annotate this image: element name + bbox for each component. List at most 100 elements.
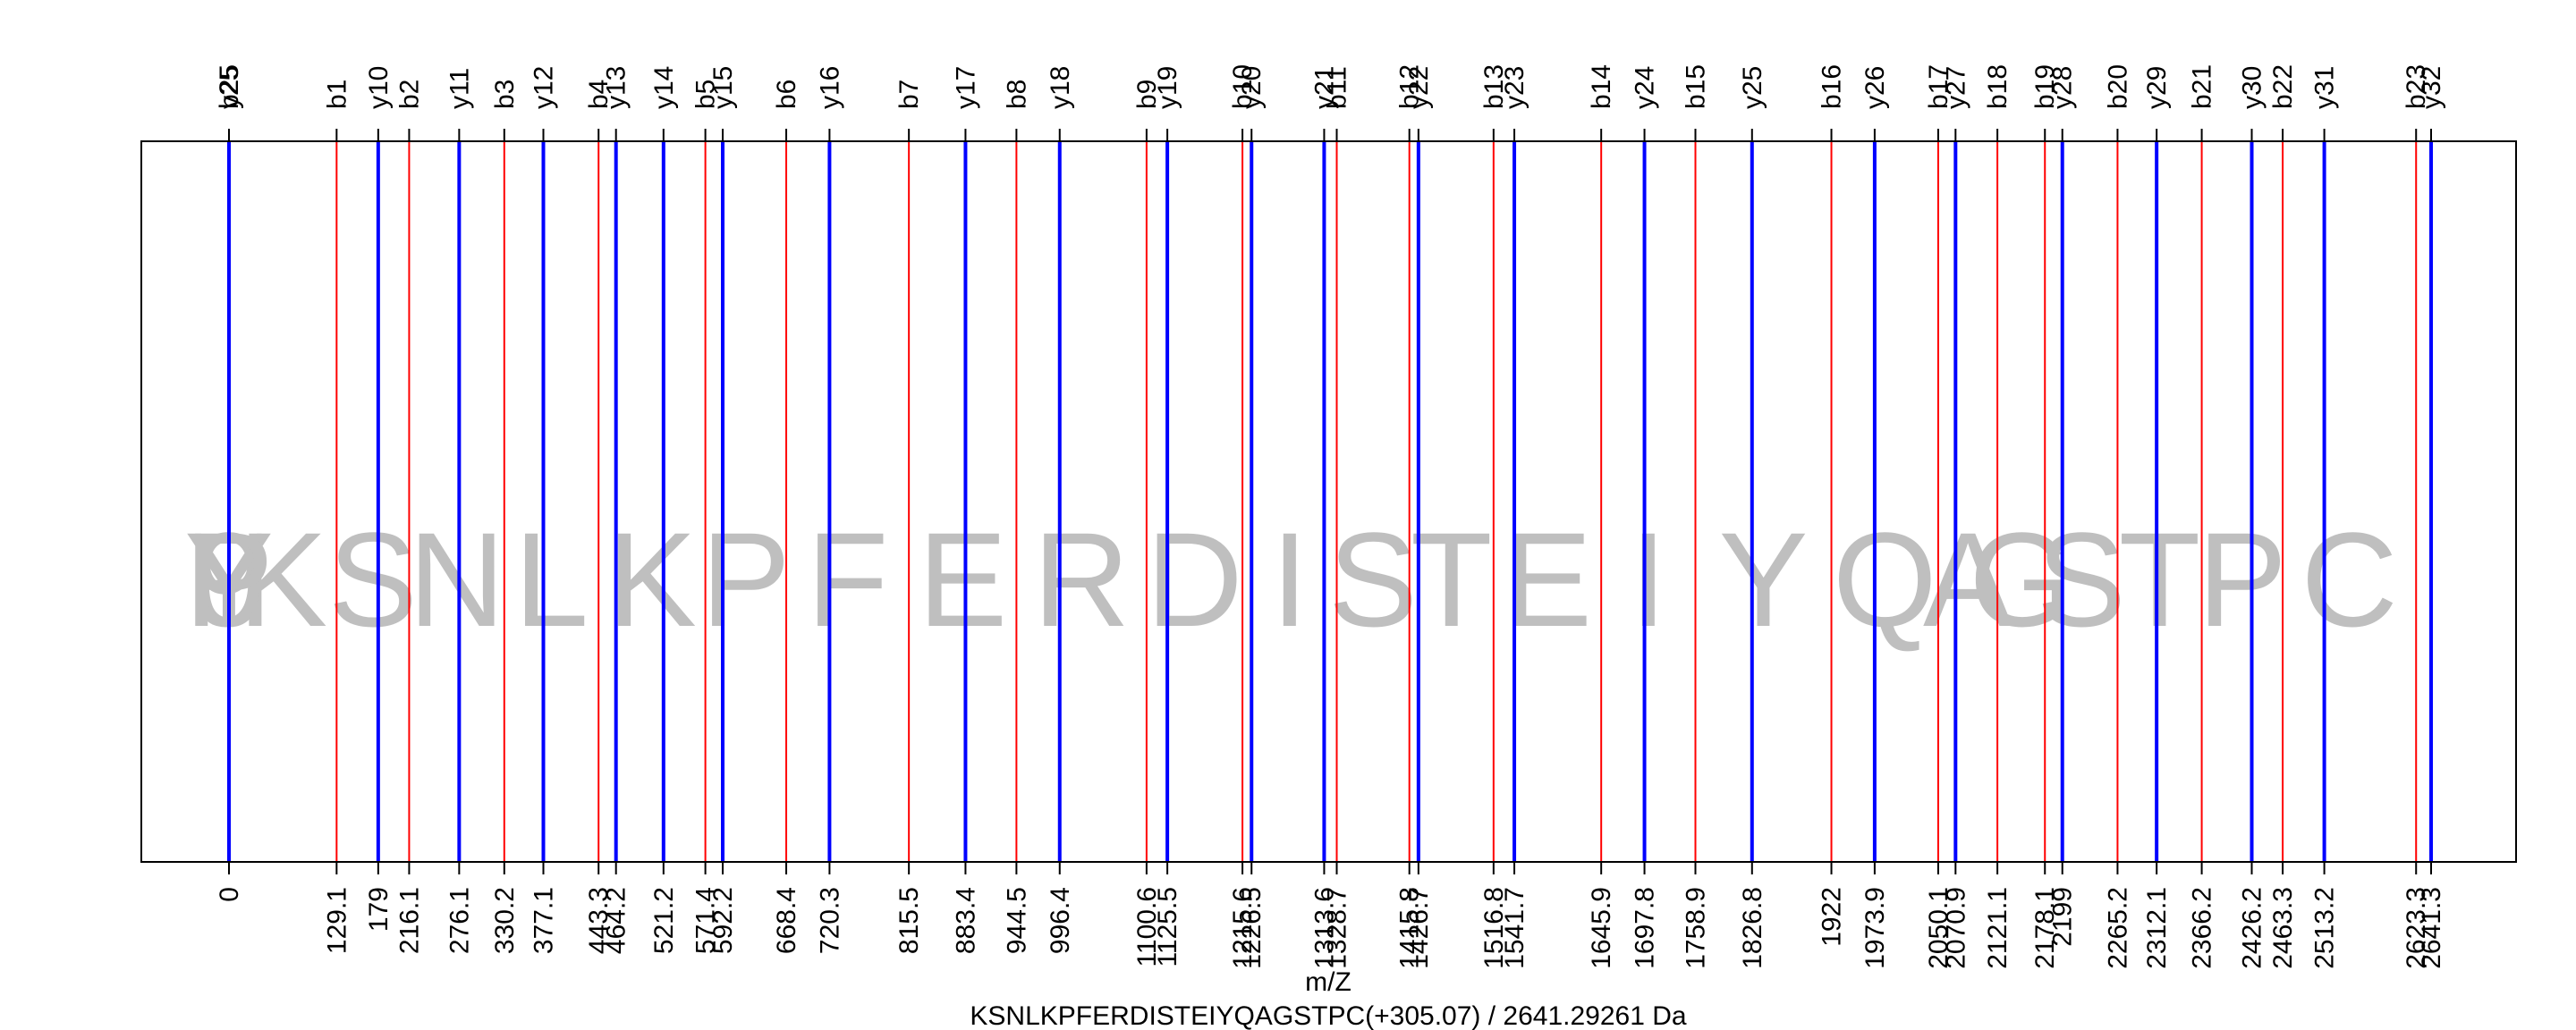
ion-label: b13 [1479, 64, 1509, 109]
mz-label: 2121.1 [1983, 887, 2012, 969]
residue-letter: T [1411, 504, 1493, 654]
mz-label: 2070.9 [1941, 887, 1970, 969]
residue-letter: Y [1719, 504, 1809, 654]
mz-label: 1125.5 [1153, 887, 1182, 967]
ion-labels: b1 129.1 b2 216.1 b3 330.2 b4 443.3 b5 571.4 b6 668… [215, 64, 2446, 969]
mz-label: 720.3 [815, 887, 844, 954]
mz-label: 1541.7 [1500, 887, 1530, 969]
residue-letter: N [408, 504, 504, 654]
ion-label: y32 [2417, 66, 2446, 109]
ion-label: y13 [602, 66, 631, 109]
residue-letter: K [238, 504, 327, 654]
ion-label: b5 [691, 80, 721, 109]
ion-label: y23 [1500, 66, 1530, 109]
residue-letter: S [1328, 504, 1418, 654]
ion-label: y31 [2310, 66, 2340, 109]
ion-label: y26 [1860, 66, 1890, 109]
ion-label: b21 [2188, 64, 2217, 109]
ion-label: b2 [394, 80, 424, 109]
ion-label: y21 [1309, 66, 1339, 109]
ion-label: b16 [1818, 64, 1847, 109]
ion-label: b9 [1132, 80, 1162, 109]
mz-label: 377.1 [530, 887, 559, 954]
x-axis-label: m/Z [1305, 967, 1352, 997]
mz-label: 815.5 [894, 887, 924, 954]
mz-label: 1415.8 [1395, 887, 1425, 969]
ion-label: b15 [1682, 64, 1711, 109]
residue-letter: F [807, 504, 889, 654]
mz-label: 2623.3 [2402, 887, 2431, 969]
mz-label: 571.4 [691, 887, 721, 954]
mz-label: 330.2 [490, 887, 520, 954]
mz-label: 179 [364, 887, 394, 932]
ion-peaks [227, 141, 2433, 862]
ion-label: y12 [530, 66, 559, 109]
mz-label: 2312.1 [2142, 887, 2172, 969]
residue-letter: G [1969, 504, 2073, 654]
residue-letter: K [607, 504, 697, 654]
ion-label: y25 [215, 66, 244, 109]
ion-label: y15 [708, 66, 738, 109]
mz-label: 668.4 [772, 887, 801, 954]
ion-label: y11 [445, 68, 474, 109]
ion-label: b3 [490, 80, 520, 109]
ion-label: b19 [2030, 64, 2060, 109]
ion-label: y10 [364, 66, 394, 109]
chart-title: KSNLKPFERDISTEIYQAGSTPC(+305.07) / 2641.… [970, 1001, 1687, 1030]
residue-letter: S [2037, 504, 2126, 654]
ion-label: b8 [1002, 80, 1031, 109]
mz-label: 1922 [1818, 887, 1847, 947]
residue-letter: C [2301, 504, 2397, 654]
mz-label: 2178.1 [2030, 887, 2060, 969]
mz-label: 521.2 [649, 887, 679, 954]
ion-label: b18 [1983, 64, 2012, 109]
mz-label: 1313.6 [1309, 887, 1339, 969]
ion-label: b17 [1924, 64, 1953, 109]
ion-label: y30 [2238, 66, 2267, 109]
ion-label: b11 [1323, 66, 1352, 109]
ion-label: y18 [1046, 66, 1075, 109]
mz-label: 2050.1 [1924, 887, 1953, 969]
ion-label: y28 [2048, 66, 2078, 109]
ion-label: y29 [2142, 66, 2172, 109]
ion-label: y14 [649, 66, 679, 109]
mz-label: 276.1 [445, 887, 474, 954]
residue-letter: I [1630, 504, 1667, 654]
mz-label: 2366.2 [2188, 887, 2217, 969]
residue-letter: I [1271, 504, 1309, 654]
mz-label: 1100.6 [1132, 887, 1162, 967]
plot-frame [140, 140, 2517, 863]
ion-label: b22 [2268, 64, 2298, 109]
ion-label: b6 [772, 80, 801, 109]
ion-label: y25 [1738, 66, 1767, 109]
mz-label: 216.1 [394, 887, 424, 954]
mz-label: 1826.8 [1738, 887, 1767, 969]
ion-label: b4 [584, 80, 614, 109]
ion-label: y20 [1237, 66, 1267, 109]
mz-label: 1516.8 [1479, 887, 1509, 969]
mz-label: 1215.6 [1228, 887, 1258, 969]
residue-letter: Q [1833, 504, 1937, 654]
mz-label: 0 [215, 887, 244, 902]
ion-label: y16 [815, 66, 844, 109]
mz-label: 443.3 [584, 887, 614, 954]
mz-label: 129.1 [322, 887, 352, 954]
ion-label: y17 [951, 66, 980, 109]
ion-label: b7 [894, 80, 924, 109]
mz-label: 2426.2 [2238, 887, 2267, 969]
ion-label: y19 [1153, 66, 1182, 109]
ion-label: y22 [1404, 66, 1434, 109]
residue-letter: S [328, 504, 418, 654]
mz-label: 944.5 [1002, 887, 1031, 954]
ion-label: b12 [1395, 64, 1425, 109]
ion-label: y24 [1631, 66, 1660, 109]
ion-label: b14 [1587, 64, 1616, 109]
mz-label: 883.4 [951, 887, 980, 954]
mz-label: 2463.3 [2268, 887, 2298, 969]
residue-letter: P [2198, 504, 2287, 654]
residue-letter: L [514, 504, 589, 654]
ion-label: b25 [215, 64, 244, 109]
residue-letter: D [1146, 504, 1242, 654]
